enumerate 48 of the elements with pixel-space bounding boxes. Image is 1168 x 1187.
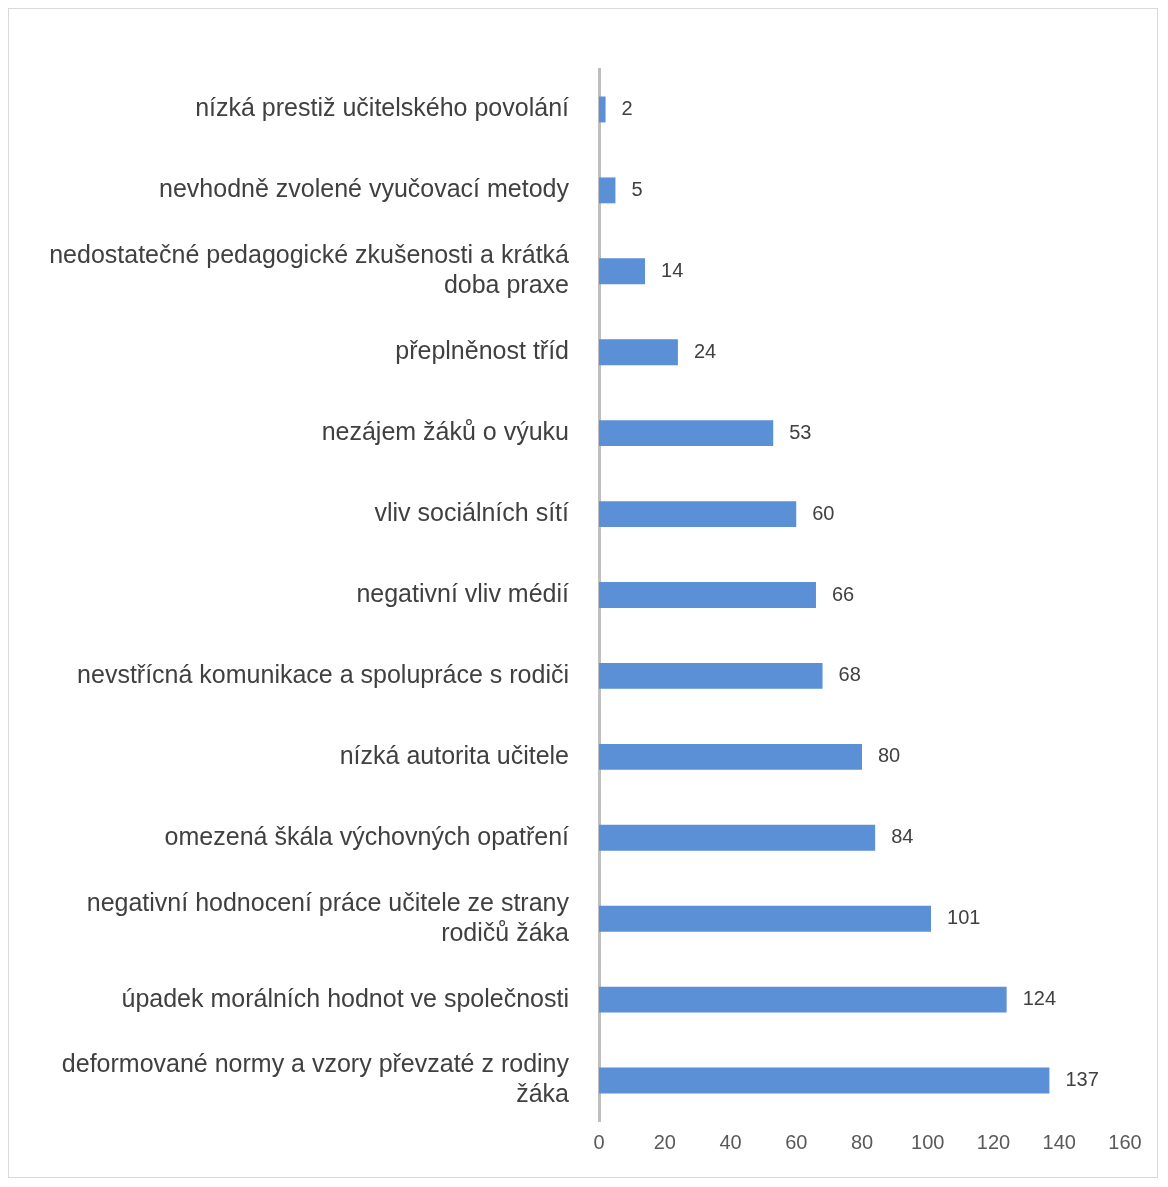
y-tick-label: nízká autorita učitele	[339, 740, 569, 769]
data-label: 137	[1065, 1068, 1099, 1091]
data-label: 53	[789, 420, 812, 443]
bar	[599, 96, 606, 123]
data-label: 2	[621, 96, 633, 119]
y-tick-label: negativní hodnocení práce učitele ze strany rodičů žáka	[86, 887, 570, 946]
x-tick-label: 20	[653, 1130, 676, 1153]
y-tick-label: nízká prestiž učitelského povolání	[195, 93, 570, 122]
bar	[599, 986, 1007, 1013]
data-label: 5	[631, 177, 643, 200]
data-label: 66	[831, 582, 855, 605]
bar	[599, 743, 862, 770]
x-tick-label: 120	[976, 1130, 1011, 1153]
data-label: 80	[878, 744, 901, 767]
bar	[599, 582, 816, 608]
y-tick-label: vliv sociálních sítí	[374, 497, 570, 526]
bar	[599, 824, 876, 851]
bar	[599, 177, 616, 204]
bar	[599, 339, 678, 366]
x-tick-label: 0	[593, 1130, 605, 1153]
data-label: 24	[693, 339, 717, 362]
bar	[599, 662, 823, 689]
x-tick-label: 80	[850, 1130, 874, 1153]
y-tick-label: negativní vliv médií	[356, 578, 570, 607]
bar	[599, 905, 932, 932]
data-label: 124	[1022, 987, 1057, 1010]
y-tick-label: nevhodně zvolené vyučovací metody	[159, 174, 570, 203]
data-label: 14	[661, 258, 684, 281]
bar	[599, 1067, 1050, 1094]
y-tick-label: deformované normy a vzory převzaté z rodiny žáka	[61, 1049, 570, 1108]
data-label: 84	[891, 825, 914, 848]
y-tick-label: přeplněnost tříd	[395, 336, 569, 365]
y-tick-label: úpadek morálních hodnot ve společnosti	[121, 983, 569, 1012]
x-tick-label: 140	[1042, 1130, 1076, 1153]
x-tick-label: 60	[785, 1130, 808, 1153]
data-label: 60	[812, 501, 835, 524]
x-tick-label: 160	[1108, 1130, 1142, 1153]
data-label: 101	[947, 906, 981, 929]
bar	[599, 420, 774, 447]
bar	[599, 258, 646, 285]
y-tick-label: nedostatečné pedagogické zkušenosti a krátká doba praxe	[49, 240, 570, 299]
x-tick-label: 40	[719, 1130, 742, 1153]
bar	[599, 501, 797, 528]
y-tick-label: nezájem žáků o výuku	[321, 417, 569, 446]
x-tick-label: 100	[911, 1130, 945, 1153]
y-tick-label: omezená škála výchovných opatření	[164, 821, 570, 850]
y-tick-label: nevstřícná komunikace a spolupráce s rodiči	[77, 659, 569, 688]
data-label: 68	[838, 663, 861, 686]
